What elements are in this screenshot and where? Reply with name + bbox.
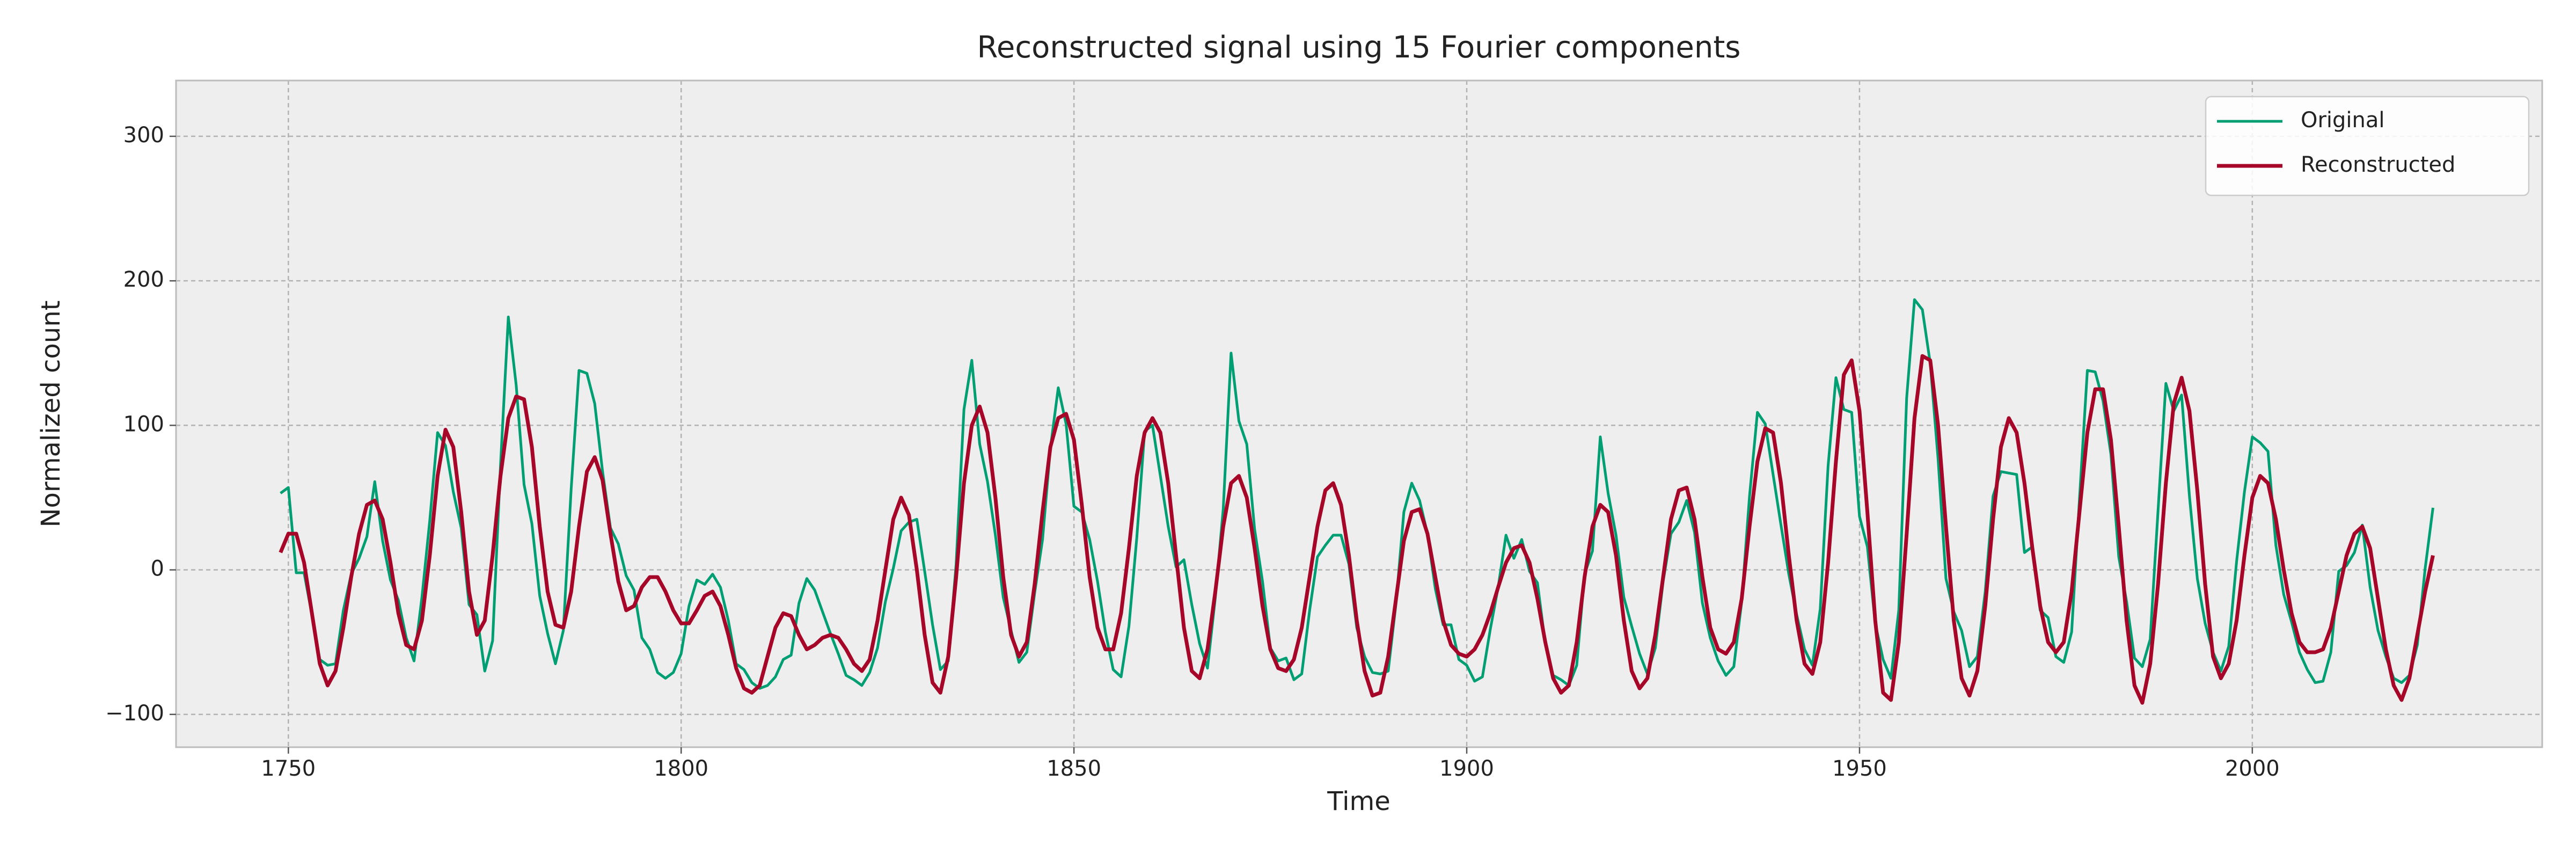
legend-label: Original <box>2301 108 2385 133</box>
y-axis-label: Normalized count <box>36 301 66 528</box>
x-tick-label: 2000 <box>2225 756 2280 781</box>
x-tick-label: 1950 <box>1832 756 1887 781</box>
x-tick-label: 1900 <box>1439 756 1494 781</box>
x-axis-label: Time <box>1327 786 1390 816</box>
lines <box>279 298 2435 705</box>
y-tick-label: 100 <box>123 412 164 436</box>
legend-label: Reconstructed <box>2301 152 2455 177</box>
legend-box <box>2205 96 2530 196</box>
series-line <box>279 354 2435 705</box>
y-tick-label: 0 <box>151 557 164 581</box>
y-tick-label: 300 <box>123 123 164 148</box>
x-tick-label: 1750 <box>261 756 316 781</box>
x-tick-label: 1850 <box>1046 756 1101 781</box>
x-tick-label: 1800 <box>654 756 708 781</box>
y-tick-label: −100 <box>105 701 164 726</box>
y-tick-label: 200 <box>123 267 164 292</box>
chart-title: Reconstructed signal using 15 Fourier co… <box>977 30 1741 65</box>
legend: Original Reconstructed <box>2205 96 2530 196</box>
ticks: 1750 1800 1850 1900 1950 2000 −100 0 100 200 300 <box>105 123 2280 781</box>
plot-frame <box>175 79 2543 748</box>
